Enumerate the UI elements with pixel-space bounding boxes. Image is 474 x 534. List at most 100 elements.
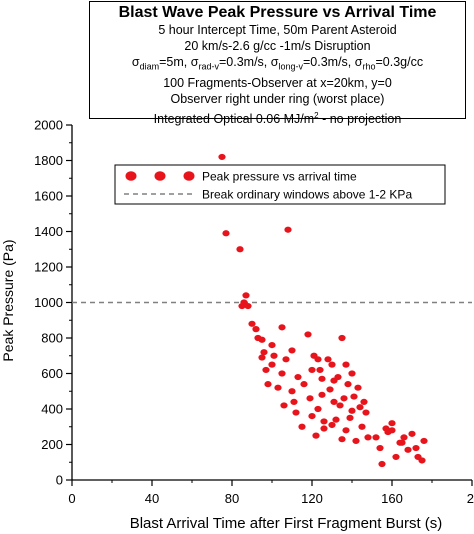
- data-point: [260, 349, 268, 356]
- x-tick-label: 0: [68, 491, 75, 506]
- subtitle-line-2: 20 km/s-2.6 g/cc -1m/s Disruption: [184, 39, 371, 54]
- data-point: [270, 352, 278, 359]
- data-point: [314, 405, 322, 413]
- data-point: [304, 331, 312, 338]
- data-point: [292, 409, 300, 416]
- y-tick-label: 1200: [34, 260, 63, 275]
- data-point: [268, 342, 276, 349]
- legend-label-reference: Break ordinary windows above 1-2 KPa: [202, 188, 412, 202]
- data-point: [388, 427, 396, 434]
- data-point: [328, 361, 336, 368]
- data-point: [420, 437, 428, 445]
- sigma-val-long-v: =0.3m/s,: [302, 55, 355, 70]
- x-tick-label: 120: [301, 491, 323, 506]
- legend-marker: [125, 171, 137, 181]
- data-point: [346, 414, 354, 421]
- data-point: [258, 336, 266, 343]
- data-point: [378, 460, 386, 468]
- data-point: [328, 421, 336, 429]
- data-point: [340, 395, 348, 402]
- x-axis: 0 40 80 120 160 2: [68, 480, 474, 506]
- data-point: [388, 420, 396, 427]
- y-tick-label: 1800: [34, 153, 63, 168]
- data-point: [298, 423, 306, 430]
- y-tick-label: 0: [56, 473, 63, 488]
- sigma-val-rho: =0.3g/cc: [375, 55, 424, 70]
- data-point: [320, 418, 328, 425]
- data-point: [352, 437, 360, 445]
- data-point: [376, 444, 384, 452]
- data-point: [338, 436, 346, 443]
- data-point: [268, 361, 276, 368]
- data-point: [334, 373, 342, 381]
- data-point: [358, 423, 366, 430]
- data-point: [248, 320, 256, 327]
- optical-suffix: - no projection: [318, 111, 402, 126]
- data-point: [222, 230, 230, 237]
- data-point: [318, 375, 326, 382]
- data-point: [348, 407, 356, 414]
- data-points: [218, 153, 428, 468]
- subtitle-line-1: 5 hour Intercept Time, 50m Parent Astero…: [158, 23, 397, 37]
- data-point: [288, 388, 296, 395]
- data-point: [236, 246, 244, 253]
- data-point: [408, 430, 416, 437]
- sigma-sub-rad-v: rad-v: [198, 61, 219, 72]
- data-point: [364, 434, 372, 441]
- sigma-sub-long-v: long-v: [278, 61, 303, 72]
- sigma-symbol: σ: [131, 55, 140, 70]
- data-point: [316, 366, 324, 374]
- optical-text: Integrated Optical 0.06 MJ/m: [153, 111, 315, 126]
- data-point: [330, 398, 338, 405]
- data-point: [398, 439, 406, 446]
- data-point: [242, 292, 250, 299]
- sigma-symbol: σ: [270, 55, 279, 70]
- data-point: [344, 381, 352, 388]
- y-tick-label: 1400: [34, 224, 63, 239]
- data-point: [348, 370, 356, 377]
- data-point: [282, 356, 290, 363]
- y-axis: 0 200 400 600 800 1000 1200 1400 1600 1800 2000: [34, 118, 72, 488]
- data-point: [312, 432, 320, 439]
- subtitle-line-3: σdiam=5m, σrad-v=0.3m/s, σlong-v=0.3m/s,…: [90, 54, 465, 75]
- subtitle-line-5: Observer right under ring (worst place): [170, 92, 385, 107]
- data-point: [258, 354, 266, 361]
- data-point: [274, 384, 282, 391]
- subtitle-line-4: 100 Fragments-Observer at x=20km, y=0: [163, 76, 392, 91]
- chart-title: Blast Wave Peak Pressure vs Arrival Time: [118, 4, 437, 21]
- data-point: [342, 361, 350, 368]
- y-tick-label: 800: [41, 331, 63, 346]
- data-point: [262, 366, 270, 374]
- x-tick-label: 40: [145, 491, 159, 506]
- y-tick-label: 600: [41, 366, 63, 381]
- data-point: [360, 398, 368, 405]
- data-point: [278, 324, 286, 331]
- data-point: [218, 153, 226, 161]
- data-point: [332, 416, 340, 423]
- data-point: [372, 434, 380, 441]
- data-point: [308, 366, 316, 374]
- optical-superscript: 2: [314, 110, 319, 120]
- legend: Peak pressure vs arrival time Break ordin…: [114, 164, 446, 205]
- data-point: [294, 373, 302, 381]
- y-axis-label: Peak Pressure (Pa): [0, 239, 16, 361]
- data-point: [244, 302, 252, 310]
- data-point: [280, 402, 288, 409]
- data-point: [338, 334, 346, 342]
- data-point: [324, 356, 332, 363]
- legend-marker: [154, 171, 166, 181]
- data-point: [392, 453, 400, 461]
- y-tick-label: 400: [41, 402, 63, 417]
- legend-box: [114, 164, 446, 205]
- legend-marker: [183, 171, 195, 181]
- x-tick-label: 2: [467, 491, 474, 506]
- data-point: [278, 370, 286, 377]
- data-point: [288, 347, 296, 354]
- y-tick-label: 1600: [34, 189, 63, 204]
- x-tick-label: 160: [381, 491, 403, 506]
- data-point: [308, 413, 316, 420]
- data-point: [336, 402, 344, 409]
- legend-label-scatter: Peak pressure vs arrival time: [202, 170, 357, 184]
- data-point: [342, 427, 350, 434]
